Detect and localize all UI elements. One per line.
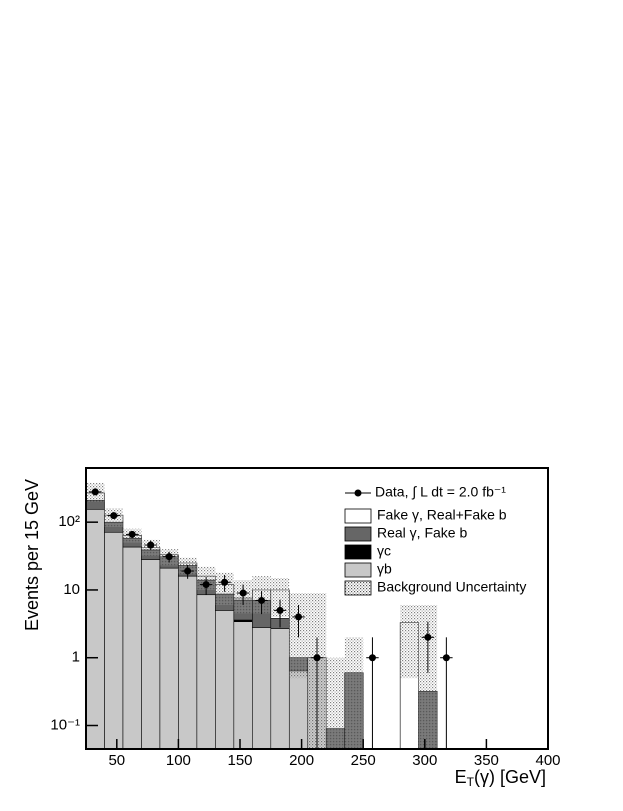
histogram-bar — [178, 575, 198, 750]
legend-swatch — [344, 562, 372, 578]
data-point — [295, 613, 303, 621]
histogram-bar — [104, 531, 124, 750]
x-tick-label: 100 — [166, 752, 191, 769]
x-tick-label: 400 — [535, 752, 560, 769]
histogram-bar — [270, 628, 290, 750]
legend-label: Background Uncertainty — [377, 579, 526, 595]
histogram-bar — [85, 508, 105, 750]
legend-label: γb — [377, 561, 392, 577]
y-tick-label: 10² — [58, 513, 80, 530]
data-point — [258, 596, 266, 604]
x-tick-label: 150 — [227, 752, 252, 769]
x-tick-label: 250 — [351, 752, 376, 769]
x-tick-label: 350 — [474, 752, 499, 769]
x-tick-label: 200 — [289, 752, 314, 769]
data-point — [276, 606, 284, 614]
legend-label: Real γ, Fake b — [377, 525, 467, 541]
data-point — [368, 654, 376, 662]
data-point — [91, 488, 99, 496]
data-point — [110, 512, 118, 520]
data-point — [313, 654, 321, 662]
data-point — [202, 581, 210, 589]
histogram-bar — [288, 670, 309, 750]
legend-swatch — [344, 544, 372, 560]
legend-label: γc — [377, 543, 391, 559]
histogram-bar — [141, 559, 161, 750]
histogram-bar — [122, 546, 142, 750]
x-tick-label: 50 — [108, 752, 125, 769]
y-tick-label: 10⁻¹ — [50, 716, 80, 733]
legend-label: Fake γ, Real+Fake b — [377, 507, 507, 523]
x-axis-label: ET(γ) [GeV] — [455, 767, 546, 789]
uncertainty-band — [344, 637, 364, 749]
histogram-bar — [196, 594, 216, 750]
uncertainty-band — [400, 604, 419, 679]
y-tick-label: 10 — [63, 581, 80, 598]
uncertainty-band — [418, 604, 438, 749]
legend-swatch — [344, 580, 372, 596]
legend-swatch — [344, 526, 372, 542]
y-tick-label: 1 — [72, 649, 80, 666]
data-point — [165, 553, 173, 561]
legend-label: Data, ∫ L dt = 2.0 fb⁻¹ — [375, 484, 506, 500]
data-point — [239, 589, 247, 597]
data-point — [442, 654, 450, 662]
data-point — [184, 567, 192, 575]
data-point — [128, 530, 136, 538]
legend-swatch — [344, 508, 372, 524]
histogram-bar — [159, 567, 179, 750]
plot-frame — [85, 467, 549, 750]
x-tick-label: 300 — [412, 752, 437, 769]
histogram-bar — [233, 621, 253, 750]
uncertainty-band — [270, 578, 290, 617]
data-point — [424, 633, 432, 641]
data-point — [147, 541, 155, 549]
data-point — [221, 578, 229, 586]
histogram-bar — [252, 627, 272, 750]
legend-marker — [354, 489, 362, 497]
y-axis-label: Events per 15 GeV — [22, 479, 42, 631]
uncertainty-band — [326, 657, 345, 749]
histogram-bar — [215, 610, 235, 750]
